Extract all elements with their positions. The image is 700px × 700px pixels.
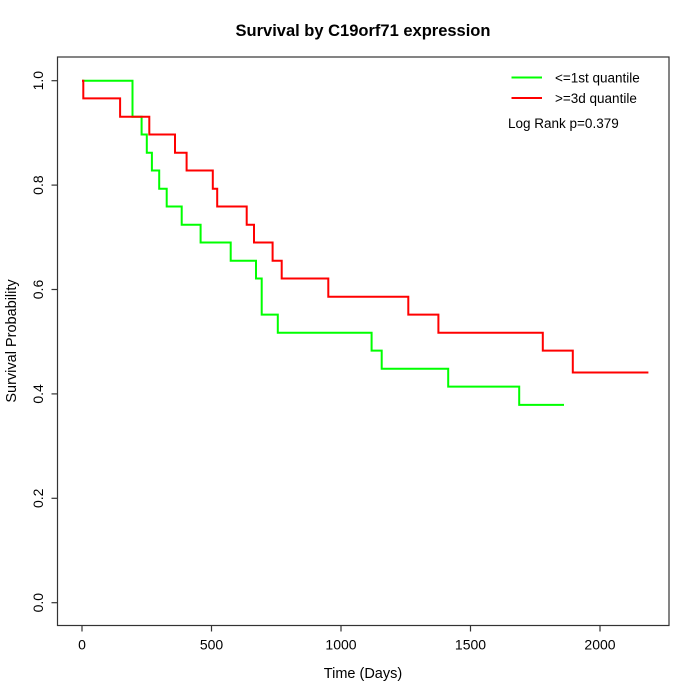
x-axis-label: Time (Days): [324, 666, 402, 682]
y-axis-label: Survival Probability: [4, 279, 20, 403]
km-curve-first-quantile: [82, 79, 564, 406]
x-tick-label: 500: [200, 637, 224, 653]
x-tick-label: 1500: [455, 637, 486, 653]
y-tick-label: 0.6: [30, 280, 46, 300]
x-tick-label: 1000: [325, 637, 356, 653]
y-tick-label: 0.8: [30, 175, 46, 195]
y-tick-label: 0.2: [30, 488, 46, 508]
x-tick-label: 2000: [584, 637, 615, 653]
chart-title: Survival by C19orf71 expression: [236, 22, 491, 40]
log-rank-annotation: Log Rank p=0.379: [508, 116, 619, 131]
y-tick-label: 1.0: [30, 71, 46, 91]
y-tick-label: 0.4: [30, 384, 46, 404]
legend: <=1st quantile >=3d quantile Log Rank p=…: [508, 71, 640, 132]
y-tick-label: 0.0: [30, 593, 46, 613]
x-tick-label: 0: [78, 637, 86, 653]
plot-box: [56, 56, 670, 627]
x-axis: 0 500 1000 1500 2000: [78, 625, 616, 653]
km-curve-third-quantile: [82, 79, 649, 374]
legend-label-first-quantile: <=1st quantile: [555, 71, 640, 86]
legend-label-third-quantile: >=3d quantile: [555, 91, 637, 106]
y-axis: 0.0 0.2 0.4 0.6 0.8 1.0: [30, 71, 58, 613]
